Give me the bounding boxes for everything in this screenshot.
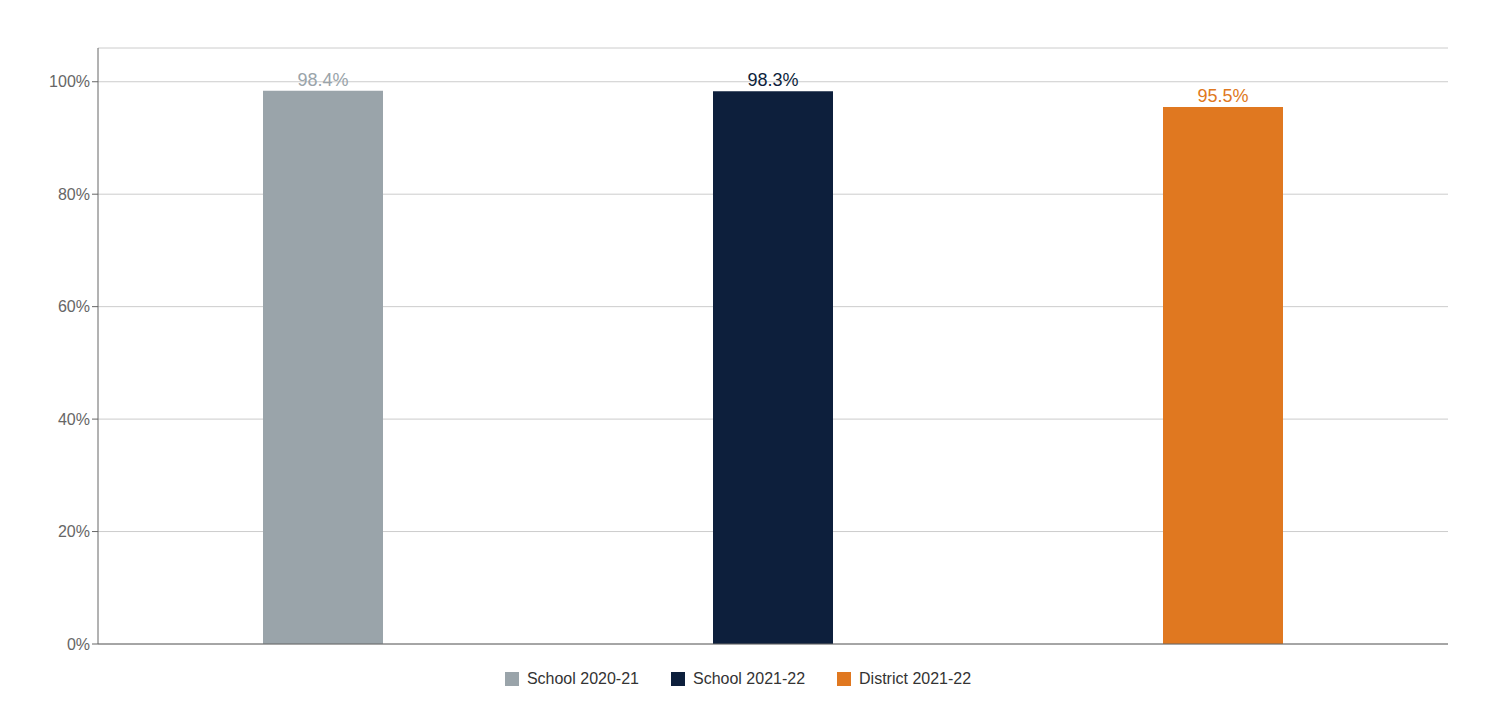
svg-text:0%: 0%	[67, 636, 90, 653]
svg-text:95.5%: 95.5%	[1197, 86, 1248, 106]
html-text:School 2020-21: School 2020-21	[526, 670, 639, 687]
html-text:District 2021-22: District 2021-22	[859, 670, 972, 687]
svg-text:40%: 40%	[58, 411, 90, 428]
svg-text:80%: 80%	[58, 186, 90, 203]
svg-text:20%: 20%	[58, 523, 90, 540]
svg-text:60%: 60%	[58, 298, 90, 315]
html-text:School 2021-22: School 2021-22	[693, 670, 806, 687]
svg-text:98.3%: 98.3%	[747, 70, 798, 90]
svg-text:98.4%: 98.4%	[297, 70, 348, 90]
svg-text:100%: 100%	[49, 73, 90, 90]
